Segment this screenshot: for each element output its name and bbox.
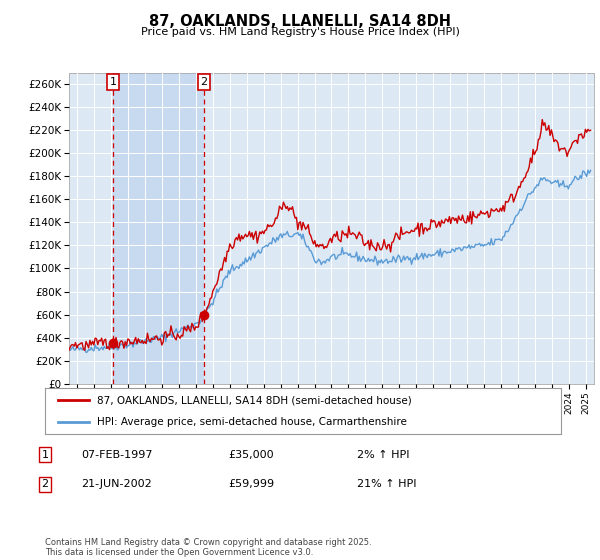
Text: Contains HM Land Registry data © Crown copyright and database right 2025.
This d: Contains HM Land Registry data © Crown c… [45,538,371,557]
Text: 07-FEB-1997: 07-FEB-1997 [81,450,152,460]
Text: 1: 1 [110,77,116,87]
Text: 87, OAKLANDS, LLANELLI, SA14 8DH (semi-detached house): 87, OAKLANDS, LLANELLI, SA14 8DH (semi-d… [97,395,412,405]
Text: £59,999: £59,999 [228,479,274,489]
Text: 21-JUN-2002: 21-JUN-2002 [81,479,152,489]
Text: £35,000: £35,000 [228,450,274,460]
Text: 2% ↑ HPI: 2% ↑ HPI [357,450,409,460]
Text: 21% ↑ HPI: 21% ↑ HPI [357,479,416,489]
Text: 2: 2 [41,479,49,489]
Text: 87, OAKLANDS, LLANELLI, SA14 8DH: 87, OAKLANDS, LLANELLI, SA14 8DH [149,14,451,29]
Text: 1: 1 [41,450,49,460]
Text: HPI: Average price, semi-detached house, Carmarthenshire: HPI: Average price, semi-detached house,… [97,417,406,427]
Text: 2: 2 [200,77,208,87]
Bar [113,73,204,384]
Text: Price paid vs. HM Land Registry's House Price Index (HPI): Price paid vs. HM Land Registry's House … [140,27,460,37]
